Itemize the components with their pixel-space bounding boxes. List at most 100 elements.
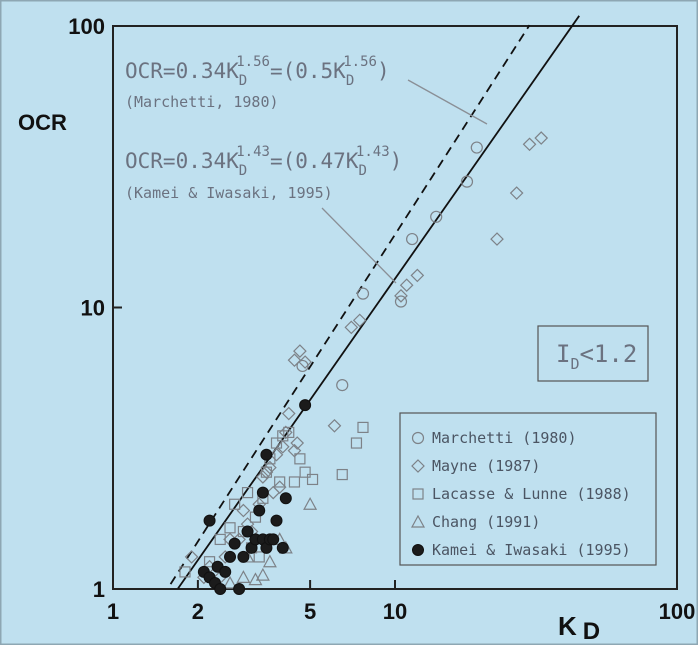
point-filled-circle [253,504,266,517]
point-square [224,522,236,534]
point-filled-circle [270,514,283,527]
point-filled-circle [219,565,232,578]
point-filled-circle [260,448,273,461]
equation-marchetti: OCR=0.34KD1.56=(0.5KD1.56) [125,54,390,89]
trend-lines [169,15,580,590]
point-diamond [259,465,274,480]
legend-marker-triangle [410,514,426,528]
legend-marker-diamond [411,459,425,473]
point-circle [394,295,408,308]
y-tick-label: 1 [93,577,105,602]
point-square [350,437,363,449]
annotation-kamei: OCR=0.34KD1.43=(0.47KD1.43) (Kamei & Iwa… [125,144,402,284]
point-circle [356,287,370,300]
point-filled-circle [241,525,254,538]
condition-label: ID<1.2 [556,340,637,373]
legend-items: Marchetti (1980) Mayne (1987) Lacasse & Lu… [410,429,631,559]
line-kamei [177,15,580,590]
point-circle [430,210,443,223]
legend-label: Lacasse & Lunne (1988) [432,485,631,503]
legend-label: Marchetti (1980) [432,429,577,447]
point-square [357,421,369,434]
point-diamond [263,460,277,475]
x-tick-label: 2 [192,599,204,624]
point-triangle [223,575,238,589]
point-triangle [303,497,318,510]
point-diamond [394,288,408,303]
legend-frame [399,412,657,566]
point-square [277,430,289,442]
line-marchetti [169,24,531,585]
point-diamond [275,439,290,454]
point-diamond [352,313,367,328]
point-square [214,533,226,546]
point-diamond [293,344,307,358]
legend-label: Mayne (1987) [432,457,540,475]
point-diamond [534,131,549,145]
point-square [253,551,265,563]
point-diamond [298,355,312,369]
x-tick-label: 100 [659,599,696,624]
point-diamond [327,418,342,433]
point-circle [406,232,419,246]
legend-marker-filled-circle [412,544,424,556]
point-square [336,468,348,481]
legend: Marchetti (1980) Mayne (1987) Lacasse & Lu… [399,412,657,566]
point-diamond [522,137,537,152]
point-square [229,498,241,510]
legend-marker-circle [411,431,425,445]
point-filled-circle [203,514,216,527]
legend-label: Kamei & Iwasaki (1995) [432,541,631,559]
point-filled-circle [256,486,269,499]
pointer-marchetti [407,79,488,125]
point-triangle [262,554,277,568]
data-points [179,131,549,595]
point-triangle [255,567,270,581]
point-diamond [410,268,425,283]
point-diamond [290,436,305,450]
point-diamond [490,232,504,246]
point-diamond [184,550,199,564]
point-filled-circle [299,399,312,412]
point-circle [460,175,474,188]
point-square [179,566,191,578]
x-tick-label: 1 [107,599,119,624]
x-axis-title-main: K [558,611,577,641]
point-diamond [256,470,270,484]
point-filled-circle [276,541,289,554]
x-tick-label: 10 [383,599,407,624]
x-tick-label: 5 [304,599,316,624]
point-filled-circle [237,550,250,563]
point-square [241,487,254,499]
point-square [294,453,306,465]
point-square [260,466,273,478]
point-triangle [248,572,263,586]
point-diamond [344,320,359,335]
point-diamond [269,447,284,462]
point-square [299,466,311,478]
point-filled-circle [267,533,280,546]
y-tick-label: 10 [81,296,105,321]
source-kamei: (Kamei & Iwasaki, 1995) [125,184,333,202]
point-triangle [236,570,251,583]
equation-kamei: OCR=0.34KD1.43=(0.47KD1.43) [125,144,402,179]
point-diamond [281,406,296,421]
legend-marker-square [412,488,424,500]
point-diamond [399,278,414,293]
point-filled-circle [214,583,227,595]
point-filled-circle [224,550,237,563]
pointer-kamei [321,207,397,284]
point-diamond [287,353,302,368]
condition-frame [537,325,649,382]
annotation-marchetti: OCR=0.34KD1.56=(0.5KD1.56) (Marchetti, 1… [125,54,488,125]
point-square [274,476,286,488]
point-square [288,476,301,488]
point-circle [336,379,349,392]
axis-ticks: 1 2 5 10 100 1 10 100 [68,14,695,624]
y-tick-label: 100 [68,14,105,39]
x-axis-title-sub: D [583,618,600,645]
point-circle [470,141,483,154]
source-marchetti: (Marchetti, 1980) [125,93,279,111]
